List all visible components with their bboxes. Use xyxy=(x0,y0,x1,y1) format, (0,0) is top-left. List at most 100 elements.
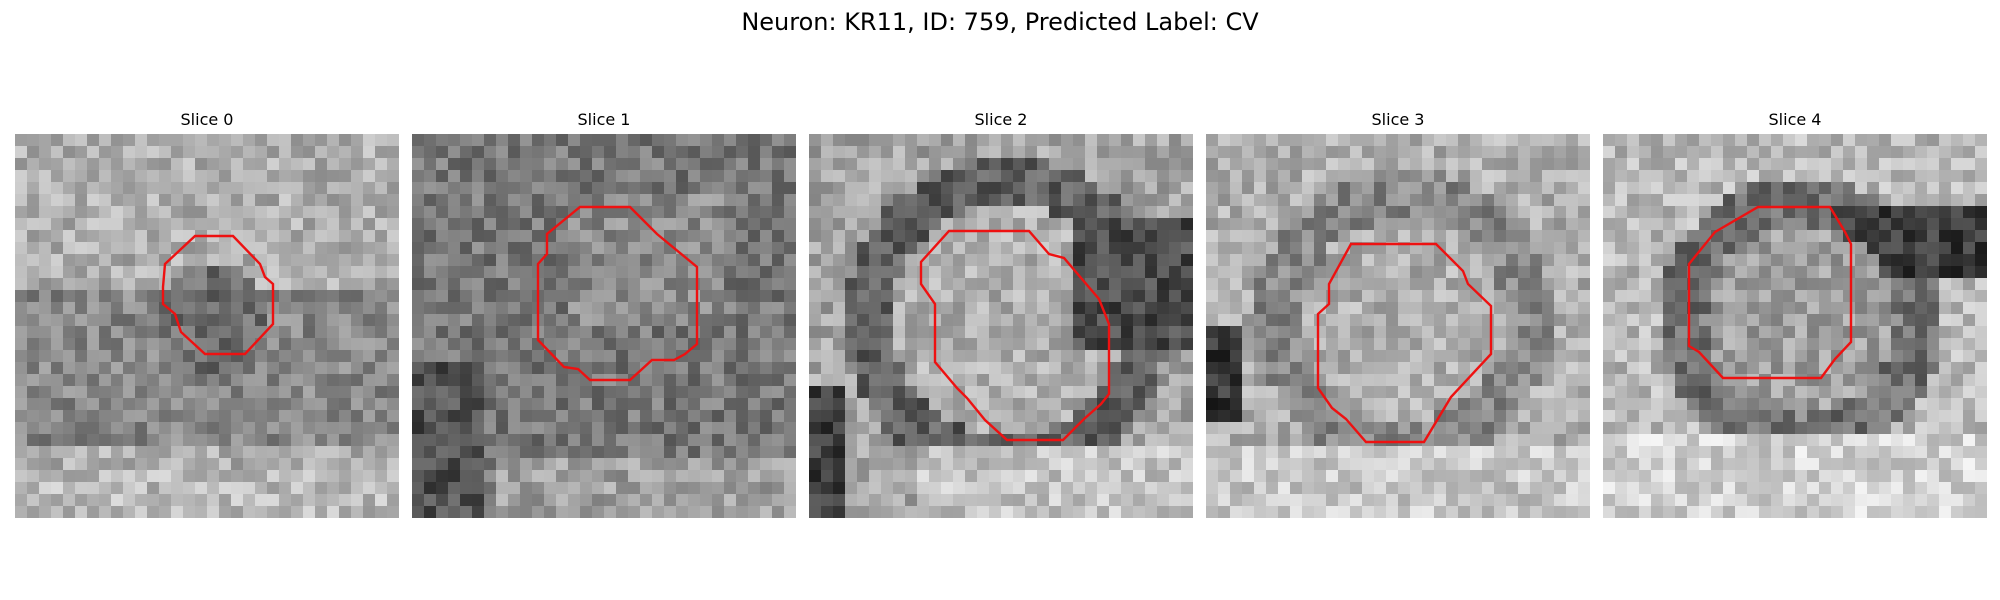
pixel xyxy=(195,446,208,459)
pixel xyxy=(1723,362,1736,375)
pixel xyxy=(1290,398,1303,411)
pixel xyxy=(291,182,304,195)
pixel xyxy=(27,182,40,195)
pixel xyxy=(1867,146,1880,159)
pixel xyxy=(1939,410,1952,423)
pixel xyxy=(51,446,64,459)
pixel xyxy=(1230,266,1243,279)
pixel xyxy=(291,170,304,183)
slice-1-contour xyxy=(536,205,699,382)
pixel xyxy=(688,158,701,171)
pixel xyxy=(1278,470,1291,483)
pixel xyxy=(460,374,473,387)
pixel xyxy=(1663,134,1676,147)
pixel xyxy=(556,374,569,387)
pixel xyxy=(809,218,822,231)
pixel xyxy=(1290,242,1303,255)
pixel xyxy=(1615,422,1628,435)
pixel xyxy=(1578,506,1590,518)
pixel xyxy=(905,218,918,231)
pixel xyxy=(905,314,918,327)
pixel xyxy=(857,506,870,518)
pixel xyxy=(544,434,557,447)
pixel xyxy=(279,458,292,471)
pixel xyxy=(652,254,665,267)
pixel xyxy=(99,170,112,183)
pixel xyxy=(544,278,557,291)
pixel xyxy=(267,362,280,375)
pixel xyxy=(772,266,785,279)
pixel xyxy=(712,134,725,147)
pixel xyxy=(1013,458,1026,471)
pixel xyxy=(1013,254,1026,267)
pixel xyxy=(1831,362,1844,375)
pixel xyxy=(628,362,641,375)
pixel xyxy=(953,314,966,327)
pixel xyxy=(1542,350,1555,363)
pixel xyxy=(784,158,796,171)
pixel xyxy=(640,338,653,351)
pixel xyxy=(291,206,304,219)
pixel xyxy=(363,458,376,471)
pixel xyxy=(460,482,473,495)
pixel xyxy=(111,326,124,339)
pixel xyxy=(1326,386,1339,399)
pixel xyxy=(351,182,364,195)
pixel xyxy=(1879,206,1892,219)
pixel xyxy=(1230,314,1243,327)
pixel xyxy=(1578,266,1590,279)
pixel xyxy=(784,434,796,447)
pixel xyxy=(1663,158,1676,171)
pixel xyxy=(1121,398,1134,411)
pixel xyxy=(1302,326,1315,339)
pixel xyxy=(496,134,509,147)
pixel xyxy=(1025,446,1038,459)
pixel xyxy=(1362,254,1375,267)
pixel xyxy=(1302,338,1315,351)
pixel xyxy=(424,350,437,363)
pixel xyxy=(363,434,376,447)
pixel xyxy=(1951,278,1964,291)
pixel xyxy=(1266,434,1279,447)
pixel xyxy=(1446,278,1459,291)
pixel xyxy=(544,494,557,507)
pixel xyxy=(772,506,785,518)
pixel xyxy=(821,326,834,339)
pixel xyxy=(1542,506,1555,518)
pixel xyxy=(315,194,328,207)
pixel xyxy=(1663,266,1676,279)
pixel xyxy=(1181,470,1193,483)
pixel xyxy=(652,302,665,315)
pixel xyxy=(207,386,220,399)
pixel xyxy=(27,398,40,411)
pixel xyxy=(27,218,40,231)
pixel xyxy=(688,362,701,375)
pixel xyxy=(1542,158,1555,171)
pixel xyxy=(809,278,822,291)
pixel xyxy=(1049,194,1062,207)
pixel xyxy=(1627,170,1640,183)
pixel xyxy=(460,386,473,399)
pixel xyxy=(279,398,292,411)
pixel xyxy=(1001,302,1014,315)
pixel xyxy=(1314,170,1327,183)
pixel xyxy=(1795,398,1808,411)
pixel xyxy=(291,482,304,495)
pixel xyxy=(327,458,340,471)
pixel xyxy=(1891,446,1904,459)
pixel xyxy=(1651,230,1664,243)
pixel xyxy=(1759,242,1772,255)
pixel xyxy=(544,482,557,495)
pixel xyxy=(1434,326,1447,339)
pixel xyxy=(845,302,858,315)
pixel xyxy=(375,206,388,219)
pixel xyxy=(869,338,882,351)
pixel xyxy=(1795,410,1808,423)
pixel xyxy=(1290,194,1303,207)
pixel xyxy=(700,326,713,339)
pixel xyxy=(1891,386,1904,399)
pixel xyxy=(1302,386,1315,399)
pixel xyxy=(1254,362,1267,375)
pixel xyxy=(219,302,232,315)
pixel xyxy=(87,410,100,423)
